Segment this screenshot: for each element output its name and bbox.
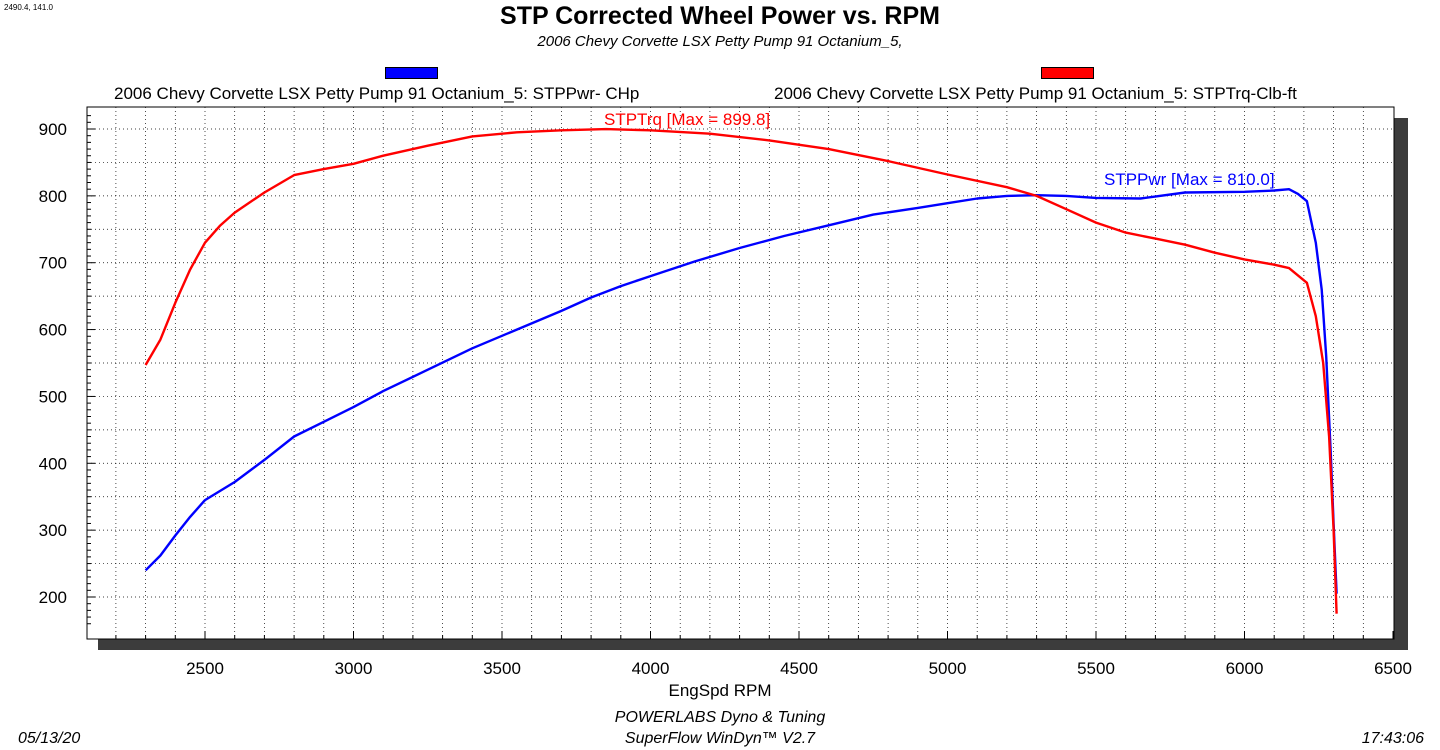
- x-tick-label: 6000: [1226, 659, 1264, 678]
- x-tick-label: 5500: [1077, 659, 1115, 678]
- x-tick-label: 6500: [1374, 659, 1412, 678]
- footer-time: 17:43:06: [1361, 730, 1424, 747]
- footer-date: 05/13/20: [18, 730, 81, 747]
- chart-title: STP Corrected Wheel Power vs. RPM: [500, 2, 940, 30]
- y-tick-label: 200: [39, 588, 67, 607]
- y-tick-label: 600: [39, 321, 67, 340]
- axes: 200 300 400 500 600 700 800 900 2500 3000 3500 4000…: [39, 115, 1412, 678]
- series-labels: STPPwr [Max = 810.0] STPTrq [Max = 899.8]: [604, 110, 1275, 189]
- x-axis-label: EngSpd RPM: [668, 681, 772, 700]
- legend-swatch-torque: [1041, 67, 1094, 79]
- footer-software: SuperFlow WinDyn™ V2.7: [624, 730, 816, 747]
- x-tick-label: 2500: [186, 659, 224, 678]
- x-tick-label: 4500: [780, 659, 818, 678]
- cursor-coordinate-readout: 2490.4, 141.0: [4, 3, 53, 12]
- x-tick-label: 4000: [632, 659, 670, 678]
- power-max-label: STPPwr [Max = 810.0]: [1104, 170, 1275, 189]
- plot-area: [86, 106, 1395, 640]
- legend-swatch-power: [385, 67, 438, 79]
- x-tick-label: 3500: [483, 659, 521, 678]
- x-tick-label: 5000: [929, 659, 967, 678]
- torque-curve: [144, 127, 1338, 614]
- chart-subtitle: 2006 Chevy Corvette LSX Petty Pump 91 Oc…: [537, 33, 903, 50]
- legend-label-power: 2006 Chevy Corvette LSX Petty Pump 91 Oc…: [114, 84, 640, 103]
- torque-max-label: STPTrq [Max = 899.8]: [604, 110, 770, 129]
- y-tick-label: 700: [39, 254, 67, 273]
- y-tick-label: 800: [39, 187, 67, 206]
- footer-company: POWERLABS Dyno & Tuning: [614, 709, 826, 726]
- y-tick-label: 300: [39, 521, 67, 540]
- series-group: [144, 127, 1338, 614]
- y-tick-label: 900: [39, 120, 67, 139]
- legend-label-torque: 2006 Chevy Corvette LSX Petty Pump 91 Oc…: [774, 84, 1297, 103]
- y-tick-label: 400: [39, 454, 67, 473]
- power-curve: [144, 188, 1338, 594]
- y-tick-label: 500: [39, 387, 67, 406]
- x-tick-label: 3000: [335, 659, 373, 678]
